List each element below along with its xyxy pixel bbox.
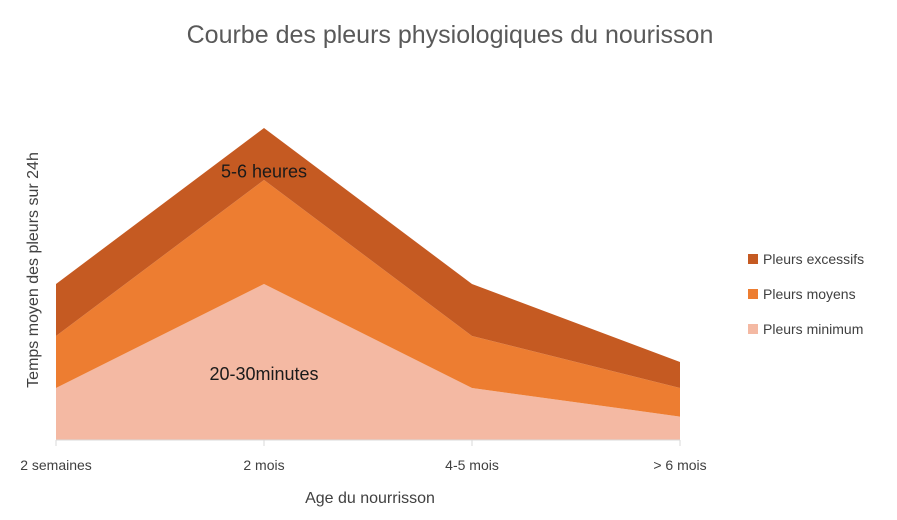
- legend-label: Pleurs minimum: [763, 321, 863, 337]
- legend-label: Pleurs excessifs: [763, 251, 864, 267]
- data-annotation: 20-30minutes: [209, 364, 318, 384]
- legend: Pleurs excessifs Pleurs moyens Pleurs mini…: [748, 251, 864, 337]
- legend-swatch: [748, 289, 758, 299]
- area-pleurs-excessifs: [56, 128, 680, 388]
- area-pleurs-minimum: [56, 284, 680, 440]
- annotations: 5-6 heures 20-30minutes: [209, 161, 318, 384]
- legend-swatch: [748, 324, 758, 334]
- area-pleurs-moyens: [56, 180, 680, 417]
- x-axis: 2 semaines 2 mois 4-5 mois > 6 mois: [20, 439, 707, 473]
- x-tick-label: 4-5 mois: [445, 457, 499, 473]
- x-tick-label: > 6 mois: [653, 457, 706, 473]
- data-annotation: 5-6 heures: [221, 161, 307, 181]
- chart-title: Courbe des pleurs physiologiques du nour…: [187, 21, 714, 49]
- x-axis-label: Age du nourrisson: [305, 490, 435, 507]
- y-axis-label: Temps moyen des pleurs sur 24h: [25, 152, 42, 388]
- x-tick-label: 2 semaines: [20, 457, 92, 473]
- legend-label: Pleurs moyens: [763, 286, 856, 302]
- legend-swatch: [748, 254, 758, 264]
- x-tick-label: 2 mois: [243, 457, 284, 473]
- plot-area: [56, 128, 680, 440]
